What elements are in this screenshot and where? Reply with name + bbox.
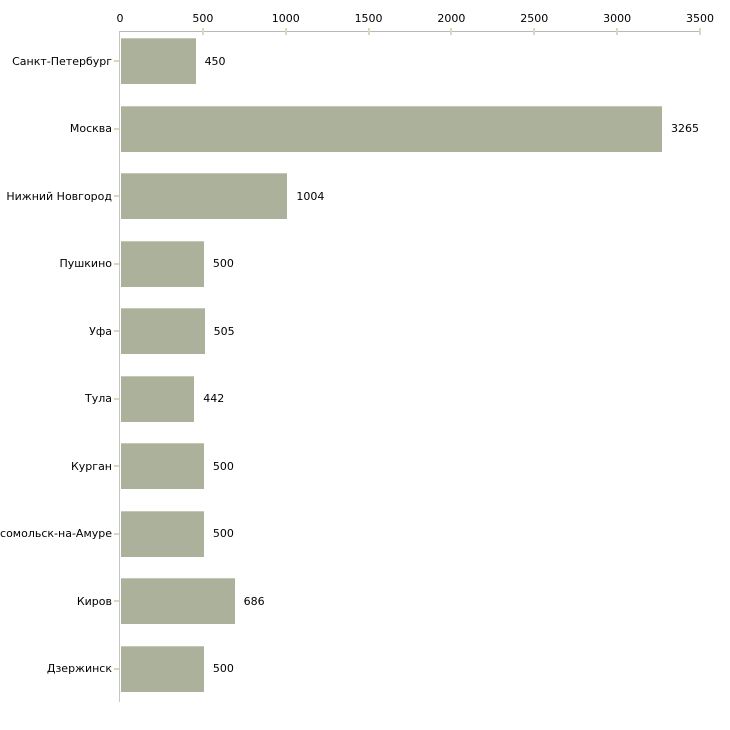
bar-row: Пушкино 500 [0, 230, 730, 298]
value-label: 442 [203, 392, 225, 405]
category-label: Санкт-Петербург [12, 54, 112, 68]
value-label: 1004 [296, 189, 325, 203]
x-axis-tick-label: 3500 [686, 12, 714, 25]
bar [121, 173, 288, 219]
bar [121, 375, 195, 422]
value-label: 450 [204, 54, 226, 68]
value-label: 686 [243, 594, 265, 608]
bar [121, 308, 205, 354]
value-label: 500 [212, 662, 234, 675]
y-axis-tick-mark [114, 127, 119, 130]
y-axis-tick-mark [114, 465, 119, 467]
category-label: Москва [69, 122, 112, 135]
x-axis-tick-mark [699, 28, 701, 35]
x-axis-tick-label: 1000 [271, 12, 300, 25]
bar-row: Уфа 505 [0, 297, 730, 365]
category-label: Киров [76, 594, 112, 608]
y-axis-tick-mark [114, 397, 119, 400]
bar [121, 240, 204, 287]
y-axis-tick-mark [114, 667, 119, 670]
bar-row: Курган 500 [0, 432, 730, 500]
category-label: Курган [70, 459, 112, 473]
bar-row: Нижний Новгород 1004 [0, 162, 730, 230]
x-axis-tick-mark [533, 28, 536, 35]
bar-row: мсомольск-на-Амуре 500 [0, 500, 730, 568]
y-axis-tick-mark [114, 330, 119, 332]
bar-row: Москва 3265 [0, 95, 730, 163]
category-label: Нижний Новгород [6, 189, 112, 203]
bar [121, 38, 196, 84]
x-axis-tick-mark [450, 28, 453, 35]
category-label: Уфа [89, 324, 112, 338]
x-axis-tick-label: 2000 [437, 12, 466, 25]
x-axis-tick-label: 2500 [520, 12, 549, 25]
category-label: Тула [84, 392, 112, 405]
y-axis-tick-mark [114, 600, 119, 602]
x-axis-tick-mark [201, 28, 204, 35]
category-label: Дзержинск [46, 662, 112, 675]
value-label: 500 [212, 459, 234, 473]
value-label: 500 [212, 527, 234, 540]
x-axis-tick-mark [284, 28, 287, 35]
y-axis-tick-mark [114, 60, 119, 62]
value-label: 500 [212, 257, 234, 270]
bar-row: Киров 686 [0, 567, 730, 635]
y-axis-tick-mark [114, 195, 119, 197]
value-label: 3265 [671, 122, 700, 135]
y-axis-line [119, 31, 120, 703]
x-axis-tick-mark [367, 28, 370, 35]
bar-row: Санкт-Петербург 450 [0, 27, 730, 95]
x-axis-tick-label: 3000 [603, 12, 632, 25]
category-label: Пушкино [59, 257, 112, 270]
y-axis-tick-mark [114, 262, 119, 265]
bar-row: Тула 442 [0, 365, 730, 433]
bar [121, 105, 663, 152]
x-axis-tick-label: 0 [116, 12, 124, 25]
bar [121, 645, 204, 692]
category-label: мсомольск-на-Амуре [0, 527, 112, 540]
x-axis-line [120, 31, 701, 32]
x-axis-tick-mark [616, 28, 619, 35]
value-label: 505 [213, 324, 235, 338]
x-axis-tick-label: 1500 [354, 12, 383, 25]
bar [121, 578, 235, 624]
bar [121, 443, 204, 489]
x-axis-tick-label: 500 [192, 12, 214, 25]
bar-row: Дзержинск 500 [0, 635, 730, 703]
bar [121, 510, 204, 557]
y-axis-tick-mark [114, 532, 119, 535]
